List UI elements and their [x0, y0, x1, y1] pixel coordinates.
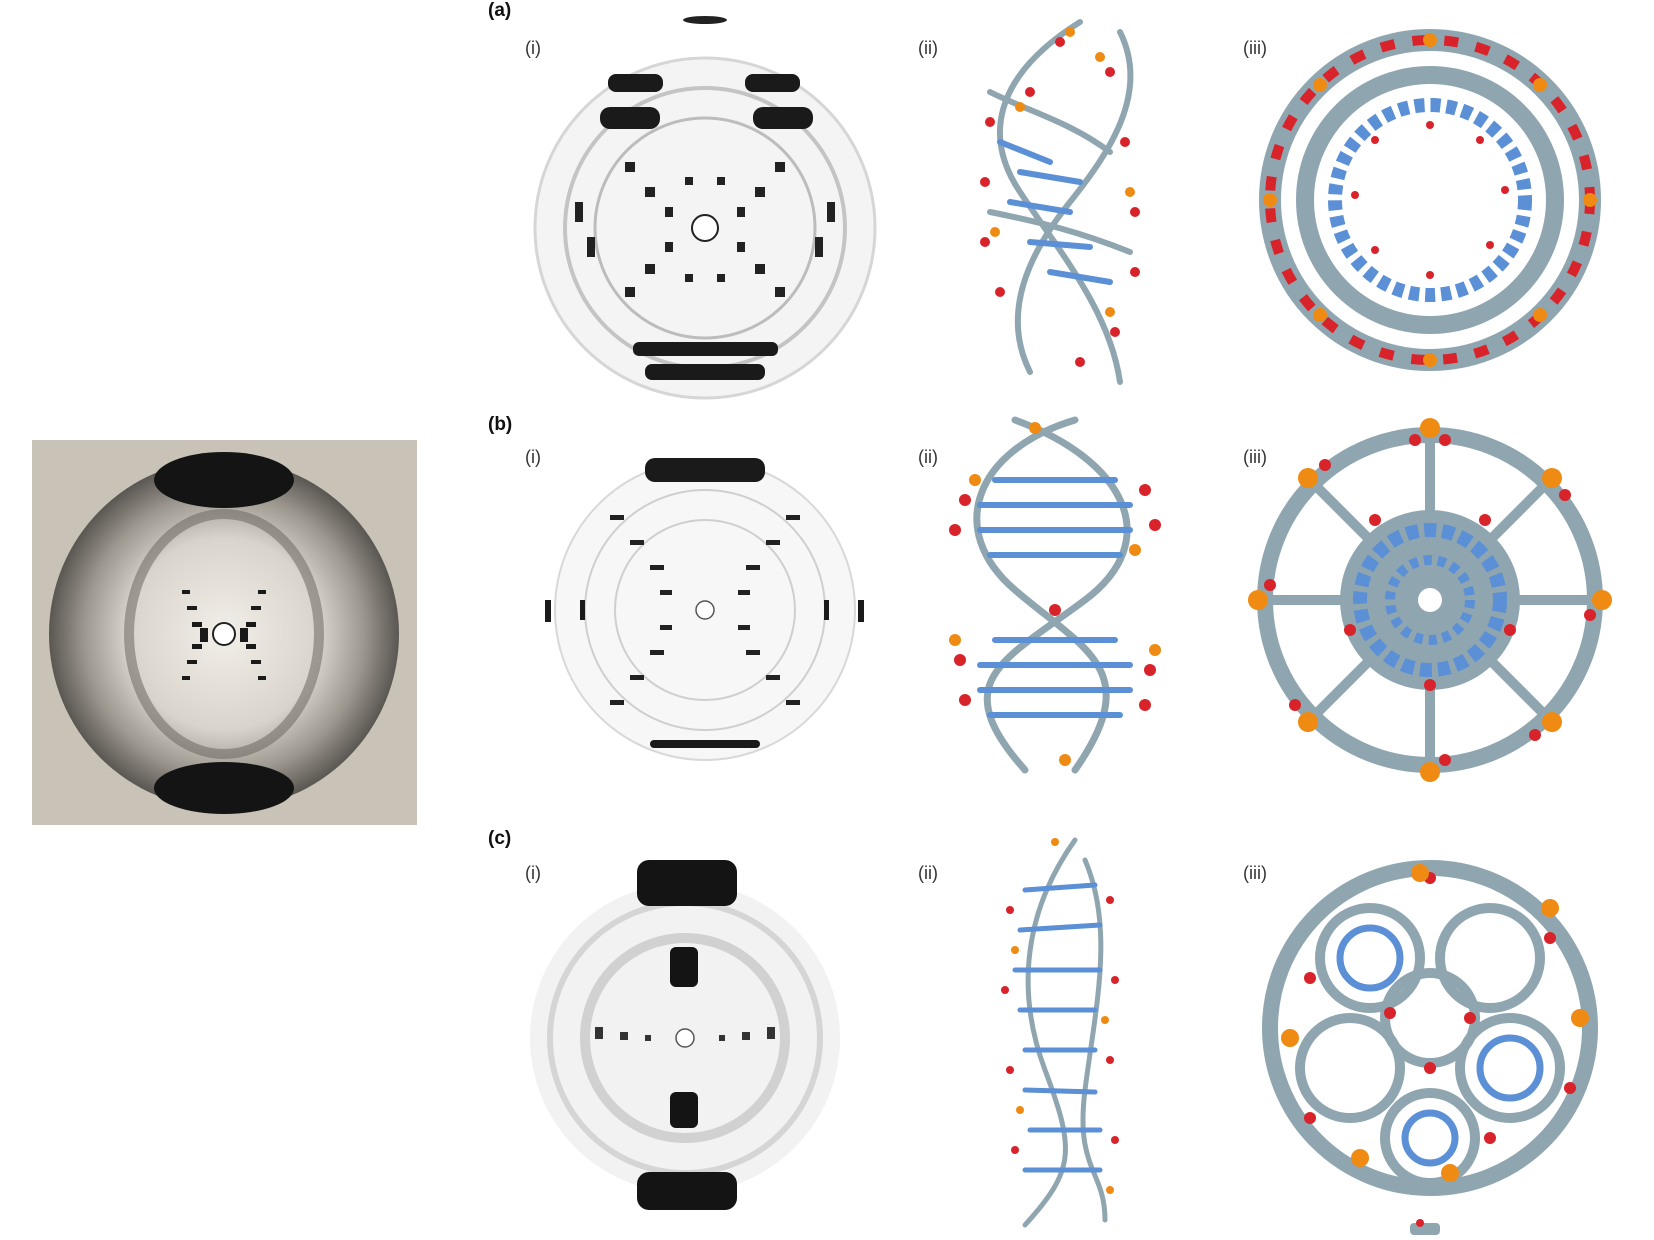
molecular-model-c-side-view	[1001, 837, 1119, 1228]
molecular-model-b-top-view	[1248, 418, 1612, 782]
photo-51-diffraction-image	[32, 440, 417, 825]
molecular-model-a-top-view	[1259, 29, 1601, 371]
molecular-model-a-side-view	[980, 19, 1140, 385]
sublabel-a-ii: (ii)	[918, 38, 938, 58]
sublabel-c-ii: (ii)	[918, 863, 938, 883]
sublabel-b-i: (i)	[525, 447, 541, 467]
diffraction-pattern-b	[545, 458, 864, 761]
diffraction-pattern-a	[533, 16, 877, 400]
sublabel-a-iii: (iii)	[1243, 38, 1267, 58]
sublabel-b-iii: (iii)	[1243, 447, 1267, 467]
diffraction-pattern-c	[530, 860, 840, 1210]
sublabel-c-i: (i)	[525, 863, 541, 883]
panel-label-b: (b)	[488, 414, 513, 435]
panel-label-c: (c)	[488, 828, 512, 849]
panel-label-a: (a)	[488, 0, 512, 21]
sublabel-b-ii: (ii)	[918, 447, 938, 467]
sublabel-a-i: (i)	[525, 38, 541, 58]
molecular-model-c-top-view	[1262, 860, 1598, 1235]
sublabel-c-iii: (iii)	[1243, 863, 1267, 883]
molecular-model-b-side-view	[949, 416, 1161, 774]
